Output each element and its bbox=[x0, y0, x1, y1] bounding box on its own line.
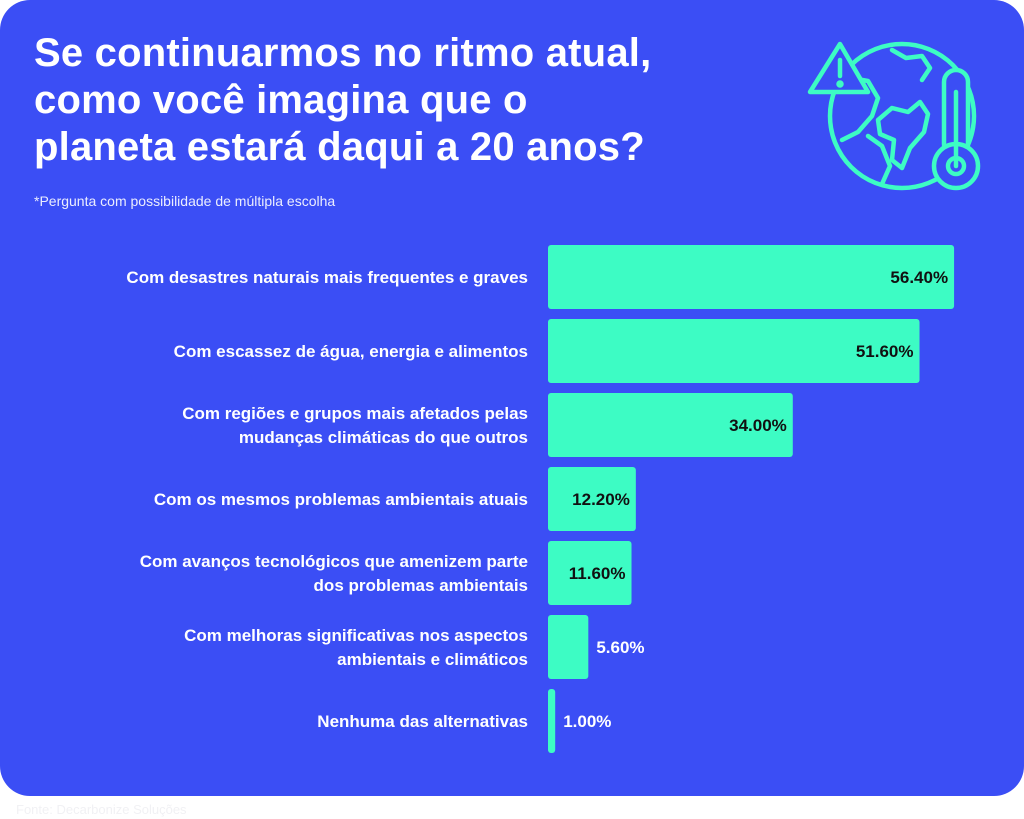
title-line-1: Se continuarmos no ritmo atual, bbox=[34, 31, 652, 75]
category-label-3-line-2: mudanças climáticas do que outros bbox=[239, 428, 528, 447]
value-label-2: 51.60% bbox=[856, 342, 914, 361]
value-label-6: 5.60% bbox=[596, 638, 644, 657]
subtitle-note: *Pergunta com possibilidade de múltipla … bbox=[34, 193, 336, 209]
source-credit: Fonte: Decarbonize Soluções bbox=[16, 802, 187, 817]
category-label-6-line-2: ambientais e climáticos bbox=[337, 650, 528, 669]
page-title: Se continuarmos no ritmo atual, como voc… bbox=[34, 30, 794, 171]
value-label-1: 56.40% bbox=[890, 268, 948, 287]
category-label-1: Com desastres naturais mais frequentes e… bbox=[126, 268, 528, 287]
category-label-2: Com escassez de água, energia e alimento… bbox=[174, 342, 528, 361]
category-label-3-line-1: Com regiões e grupos mais afetados pelas bbox=[182, 404, 528, 423]
bar-chart: Com desastres naturais mais frequentes e… bbox=[126, 245, 955, 753]
value-label-5: 11.60% bbox=[569, 564, 626, 583]
bar-3 bbox=[548, 393, 793, 457]
value-label-7: 1.00% bbox=[563, 712, 611, 731]
title-line-3: planeta estará daqui a 20 anos? bbox=[34, 125, 645, 169]
bar-7 bbox=[548, 689, 556, 753]
globe-warning-thermometer-icon bbox=[807, 41, 981, 191]
category-label-7: Nenhuma das alternativas bbox=[317, 712, 528, 731]
category-label-5-line-1: Com avanços tecnológicos que amenizem pa… bbox=[140, 552, 528, 571]
bar-4 bbox=[548, 467, 636, 531]
infographic-card: Se continuarmos no ritmo atual, como voc… bbox=[0, 0, 1024, 796]
value-label-4: 12.20% bbox=[572, 490, 630, 509]
bar-2 bbox=[548, 319, 920, 383]
value-label-3: 34.00% bbox=[729, 416, 787, 435]
bar-5 bbox=[548, 541, 632, 605]
category-label-4: Com os mesmos problemas ambientais atuai… bbox=[154, 490, 528, 509]
category-label-5-line-2: dos problemas ambientais bbox=[314, 576, 528, 595]
bar-6 bbox=[548, 615, 589, 679]
title-line-2: como você imagina que o bbox=[34, 78, 528, 122]
bar-1 bbox=[548, 245, 955, 309]
category-label-6-line-1: Com melhoras significativas nos aspectos bbox=[184, 626, 528, 645]
